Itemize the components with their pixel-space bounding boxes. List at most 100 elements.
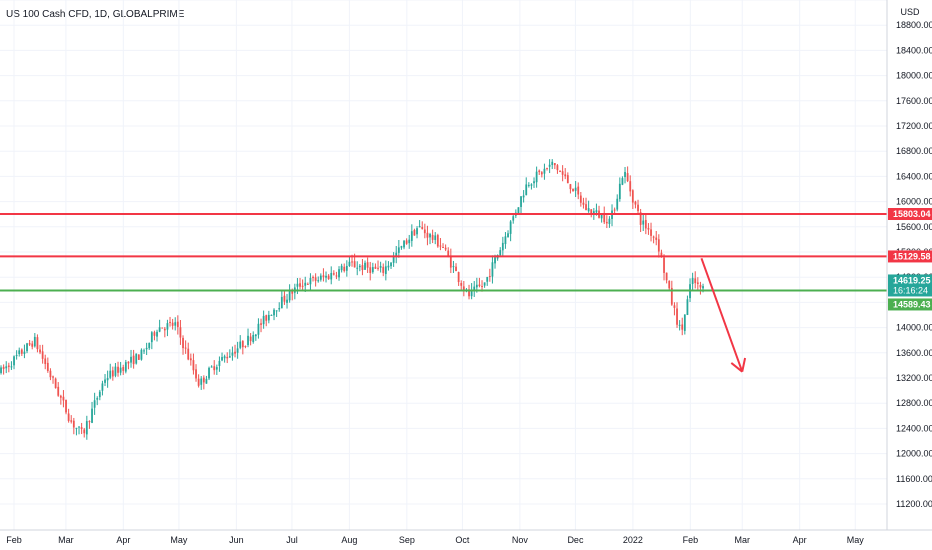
price-tick-label: 15600.00 — [896, 222, 932, 232]
time-tick-label: Jun — [229, 535, 244, 545]
candle-body — [283, 295, 286, 302]
candle-body — [244, 346, 247, 348]
candle-body — [163, 328, 166, 331]
candle-body — [192, 360, 195, 371]
candle-body — [449, 255, 452, 268]
candle-body — [33, 336, 36, 347]
candle-body — [247, 335, 249, 346]
candle-body — [561, 171, 564, 175]
candle-body — [252, 334, 255, 343]
candle-body — [616, 198, 619, 210]
candle-body — [241, 341, 244, 348]
candles — [0, 159, 704, 440]
candle-body — [49, 370, 52, 378]
candle-body — [397, 247, 400, 253]
candle-body — [384, 266, 387, 275]
candle-body — [343, 266, 346, 272]
price-tick-label: 12800.00 — [896, 398, 932, 408]
candle-body — [642, 220, 645, 225]
price-tag-text: 15129.58 — [893, 251, 931, 261]
candle-body — [405, 240, 408, 244]
candle-body — [184, 347, 187, 349]
candle-body — [78, 426, 80, 428]
candle-body — [699, 284, 702, 288]
candle-body — [26, 343, 28, 352]
candle-body — [265, 315, 268, 321]
price-tick-label: 12400.00 — [896, 423, 932, 433]
candle-body — [332, 273, 335, 275]
arrow-head — [730, 362, 743, 373]
candle-body — [569, 184, 572, 190]
candle-body — [501, 242, 504, 251]
arrow-head — [741, 357, 747, 372]
candle-body — [166, 323, 169, 330]
time-tick-label: Feb — [6, 535, 22, 545]
candle-body — [145, 347, 148, 350]
candle-body — [262, 315, 265, 325]
candle-body — [546, 167, 548, 169]
candle-body — [325, 275, 327, 278]
candle-body — [348, 261, 351, 266]
candle-body — [7, 365, 10, 367]
candle-body — [124, 362, 127, 372]
candle-body — [517, 207, 520, 213]
horizontal-levels[interactable] — [0, 213, 887, 292]
candle-body — [5, 366, 8, 369]
candle-body — [52, 376, 54, 378]
time-axis[interactable]: Feb Mar Apr May Jun Jul Aug Sep Oct Nov Dec 2022 Feb… — [6, 535, 864, 545]
price-tick-label: 14000.00 — [896, 323, 932, 333]
candle-body — [223, 356, 226, 359]
candle-body — [637, 204, 639, 212]
candle-body — [93, 400, 96, 408]
candle-body — [548, 164, 551, 167]
arrow-shaft[interactable] — [700, 257, 744, 373]
candle-body — [299, 283, 301, 287]
candle-body — [491, 262, 494, 277]
candle-body — [533, 181, 535, 184]
time-tick-label: Nov — [512, 535, 529, 545]
candle-body — [67, 413, 70, 421]
candle-body — [358, 265, 361, 268]
candle-body — [475, 284, 478, 288]
candle-body — [236, 348, 239, 353]
candle-body — [683, 314, 686, 331]
grid-lines — [0, 0, 887, 530]
candle-body — [270, 314, 273, 316]
candle-body — [140, 349, 143, 360]
candle-body — [691, 277, 694, 284]
candle-body — [647, 227, 650, 230]
candle-body — [288, 290, 291, 301]
price-axis-bg[interactable] — [887, 0, 932, 530]
candle-body — [403, 240, 405, 248]
candle-body — [114, 366, 117, 376]
candle-body — [681, 324, 684, 330]
projection-arrow[interactable] — [700, 257, 747, 373]
candle-body — [46, 362, 49, 371]
candle-body — [98, 391, 101, 398]
candle-body — [234, 351, 236, 354]
candle-body — [478, 284, 481, 286]
candle-body — [582, 202, 585, 205]
candle-body — [655, 237, 658, 240]
candle-body — [127, 361, 130, 364]
candle-body — [608, 218, 611, 224]
candle-body — [319, 275, 322, 280]
candle-body — [652, 236, 655, 238]
candle-body — [20, 349, 23, 354]
candle-body — [390, 262, 392, 267]
candle-body — [525, 184, 528, 196]
candle-body — [566, 175, 569, 184]
price-tick-label: 13200.00 — [896, 373, 932, 383]
candle-body — [322, 275, 325, 278]
candle-body — [522, 195, 525, 198]
candle-body — [587, 208, 590, 212]
candle-body — [434, 235, 437, 240]
candle-body — [104, 379, 106, 383]
candle-body — [309, 277, 312, 285]
candle-body — [447, 250, 450, 257]
candle-body — [109, 370, 112, 378]
candle-body — [351, 261, 353, 263]
candle-body — [590, 209, 593, 214]
candle-body — [416, 228, 418, 235]
